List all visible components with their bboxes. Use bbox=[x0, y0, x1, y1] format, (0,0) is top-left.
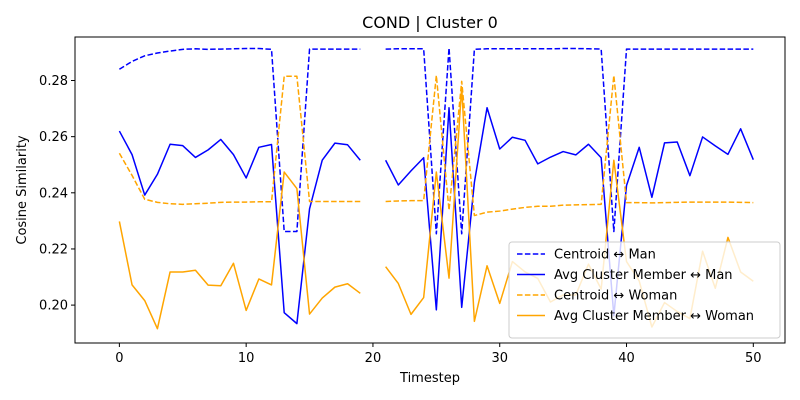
y-tick-label: 0.20 bbox=[39, 299, 68, 314]
legend-entry-label: Avg Cluster Member ↔ Woman bbox=[554, 309, 754, 324]
y-axis: 0.20 0.22 0.24 0.26 0.28 bbox=[39, 74, 75, 314]
legend-entry-label: Avg Cluster Member ↔ Man bbox=[554, 268, 733, 283]
series-line-3 bbox=[118, 74, 754, 217]
series-line-1 bbox=[118, 47, 754, 235]
x-tick-label: 0 bbox=[115, 351, 123, 366]
x-tick-label: 50 bbox=[745, 351, 762, 366]
x-axis: 0 10 20 30 40 50 bbox=[115, 343, 762, 366]
x-tick-label: 20 bbox=[365, 351, 382, 366]
x-axis-label: Timestep bbox=[399, 371, 460, 386]
legend-box bbox=[508, 241, 781, 339]
plot-frame bbox=[74, 36, 786, 344]
legend-entry-label: Centroid ↔ Man bbox=[554, 248, 656, 263]
x-tick-label: 30 bbox=[491, 351, 508, 366]
y-tick-label: 0.26 bbox=[39, 130, 68, 145]
y-tick-label: 0.24 bbox=[39, 186, 68, 201]
legend-entry-label: Centroid ↔ Woman bbox=[554, 289, 677, 304]
chart-title: COND | Cluster 0 bbox=[362, 13, 498, 32]
series-line-2 bbox=[118, 106, 754, 325]
y-tick-label: 0.28 bbox=[39, 74, 68, 89]
x-tick-label: 40 bbox=[618, 351, 635, 366]
y-axis-label: Cosine Similarity bbox=[15, 135, 30, 245]
x-tick-label: 10 bbox=[238, 351, 255, 366]
y-tick-label: 0.22 bbox=[39, 242, 68, 257]
legend: Centroid ↔ Man Avg Cluster Member ↔ Man Ce… bbox=[508, 241, 781, 339]
